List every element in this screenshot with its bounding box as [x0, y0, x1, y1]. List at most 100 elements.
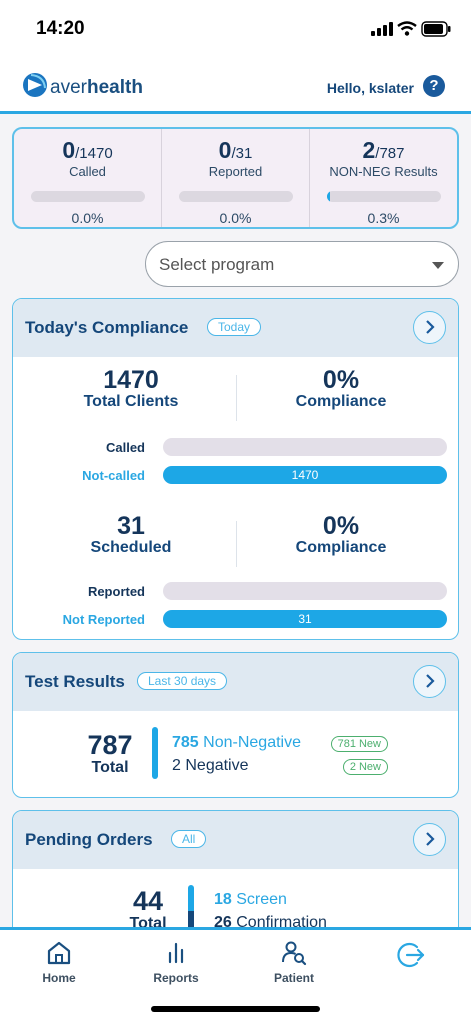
- summary-percent: 0.3%: [367, 210, 400, 226]
- non-negative-label: Non-Negative: [203, 734, 301, 751]
- summary-percent: 0.0%: [71, 210, 104, 226]
- scheduled-compliance-value: 0%: [322, 512, 360, 540]
- logo-mark-icon: [23, 73, 47, 97]
- screen-count: 18: [214, 891, 232, 908]
- compliance-today-chip: Today: [207, 318, 262, 336]
- negative-line: 2 Negative: [172, 757, 249, 775]
- chevron-right-icon: [425, 832, 435, 846]
- test-results-total-value: 787: [87, 730, 133, 760]
- not-called-label: Not-called: [82, 468, 145, 483]
- help-icon[interactable]: ?: [423, 75, 445, 97]
- screen-proportion-bar: [188, 885, 194, 911]
- summary-total: /787: [375, 145, 405, 162]
- summary-value: 0: [62, 137, 76, 163]
- summary-label: NON-NEG Results: [329, 164, 438, 179]
- confirmation-proportion-bar: [188, 911, 194, 937]
- nav-patient[interactable]: Patient: [249, 940, 339, 985]
- chevron-right-icon: [425, 674, 435, 688]
- test-results-title: Test Results: [25, 672, 125, 691]
- summary-nonneg: 2/787 NON-NEG Results 0.3%: [309, 129, 457, 227]
- negative-count: 2: [172, 757, 181, 774]
- home-icon: [47, 941, 71, 965]
- logo-text: averhealth: [50, 76, 143, 100]
- nav-home-label: Home: [42, 971, 76, 985]
- compliance-card: Today's Compliance Today 1470 Total Clie…: [12, 298, 459, 640]
- summary-fraction: 0/1470: [14, 137, 161, 164]
- negative-label: Negative: [185, 757, 249, 774]
- called-bar-row: Called: [13, 438, 458, 458]
- battery-icon: [421, 21, 451, 37]
- pending-orders-card: Pending Orders All 44 Total 18 Screen 26…: [12, 810, 459, 950]
- clients-compliance-value: 0%: [322, 366, 360, 394]
- summary-label: Called: [69, 164, 106, 179]
- non-negative-new-badge: 781 New: [330, 736, 388, 752]
- cellular-signal-icon: [371, 22, 393, 36]
- compliance-card-header: Today's Compliance Today: [13, 299, 458, 357]
- total-clients-value: 1470: [103, 366, 159, 394]
- summary-total: /1470: [75, 145, 113, 162]
- chevron-down-icon: [432, 262, 444, 269]
- summary-progress-bar: [178, 191, 293, 202]
- chevron-right-icon: [425, 320, 435, 334]
- status-time: 14:20: [36, 18, 85, 39]
- stat-divider: [236, 375, 237, 421]
- pending-orders-total-value: 44: [132, 886, 164, 916]
- negative-new-badge: 2 New: [342, 759, 388, 775]
- summary-label: Reported: [208, 164, 263, 179]
- not-reported-bar-row: Not Reported 31: [13, 610, 458, 630]
- non-negative-count: 785: [172, 734, 199, 751]
- home-indicator[interactable]: [151, 1006, 320, 1012]
- program-select-placeholder: Select program: [159, 255, 275, 274]
- nav-logout[interactable]: [366, 940, 456, 975]
- status-bar: 14:20: [0, 0, 471, 58]
- not-called-track: 1470: [163, 466, 447, 484]
- test-results-body: 787 Total 785 Non-Negative 781 New 2 Neg…: [13, 711, 458, 797]
- called-track: [163, 438, 447, 456]
- confirmation-line: 26 Confirmation: [214, 914, 327, 932]
- nav-patient-label: Patient: [273, 971, 314, 985]
- scheduled-stat: 31 Scheduled: [31, 513, 231, 557]
- confirmation-label: Confirmation: [236, 914, 327, 931]
- summary-card: 0/1470 Called 0.0% 0/31 Reported 0.0% 2/…: [12, 127, 459, 229]
- test-results-period-chip: Last 30 days: [137, 672, 228, 690]
- scheduled-value: 31: [117, 512, 145, 540]
- clients-compliance-stat: 0% Compliance: [241, 367, 441, 411]
- screen-label: Screen: [236, 891, 287, 908]
- reported-track: [163, 582, 447, 600]
- pending-orders-all-chip: All: [171, 830, 207, 848]
- pending-orders-open-button[interactable]: [413, 823, 446, 856]
- wifi-icon: [397, 21, 417, 36]
- clients-stats: 1470 Total Clients 0% Compliance: [13, 367, 458, 427]
- confirmation-count: 26: [214, 914, 232, 931]
- summary-progress-bar: [326, 191, 441, 202]
- averhealth-logo[interactable]: averhealth: [22, 72, 143, 100]
- not-called-fill: 1470: [163, 466, 447, 484]
- total-clients-stat: 1470 Total Clients: [31, 367, 231, 411]
- nav-home[interactable]: Home: [14, 940, 104, 985]
- called-label: Called: [105, 440, 145, 455]
- scheduled-compliance-stat: 0% Compliance: [241, 513, 441, 557]
- not-reported-track: 31: [163, 610, 447, 628]
- compliance-open-button[interactable]: [413, 311, 446, 344]
- pending-orders-title: Pending Orders: [25, 830, 153, 849]
- non-negative-line: 785 Non-Negative: [172, 734, 301, 752]
- summary-total: /31: [231, 145, 253, 162]
- summary-value: 0: [218, 137, 232, 163]
- reported-label: Reported: [87, 584, 145, 599]
- not-reported-fill: 31: [163, 610, 447, 628]
- stat-divider: [236, 521, 237, 567]
- summary-fraction: 0/31: [162, 137, 309, 164]
- program-select[interactable]: Select program: [145, 241, 459, 287]
- summary-fraction: 2/787: [310, 137, 457, 164]
- summary-progress-bar: [30, 191, 145, 202]
- total-clients-label: Total Clients: [83, 393, 179, 410]
- nav-reports[interactable]: Reports: [131, 940, 221, 985]
- scheduled-label: Scheduled: [90, 539, 172, 556]
- scheduled-compliance-label: Compliance: [295, 539, 387, 556]
- not-reported-label: Not Reported: [62, 612, 145, 627]
- test-results-open-button[interactable]: [413, 665, 446, 698]
- scheduled-stats: 31 Scheduled 0% Compliance: [13, 513, 458, 573]
- nav-reports-label: Reports: [153, 971, 199, 985]
- app-header: averhealth Hello, kslater ?: [0, 58, 471, 114]
